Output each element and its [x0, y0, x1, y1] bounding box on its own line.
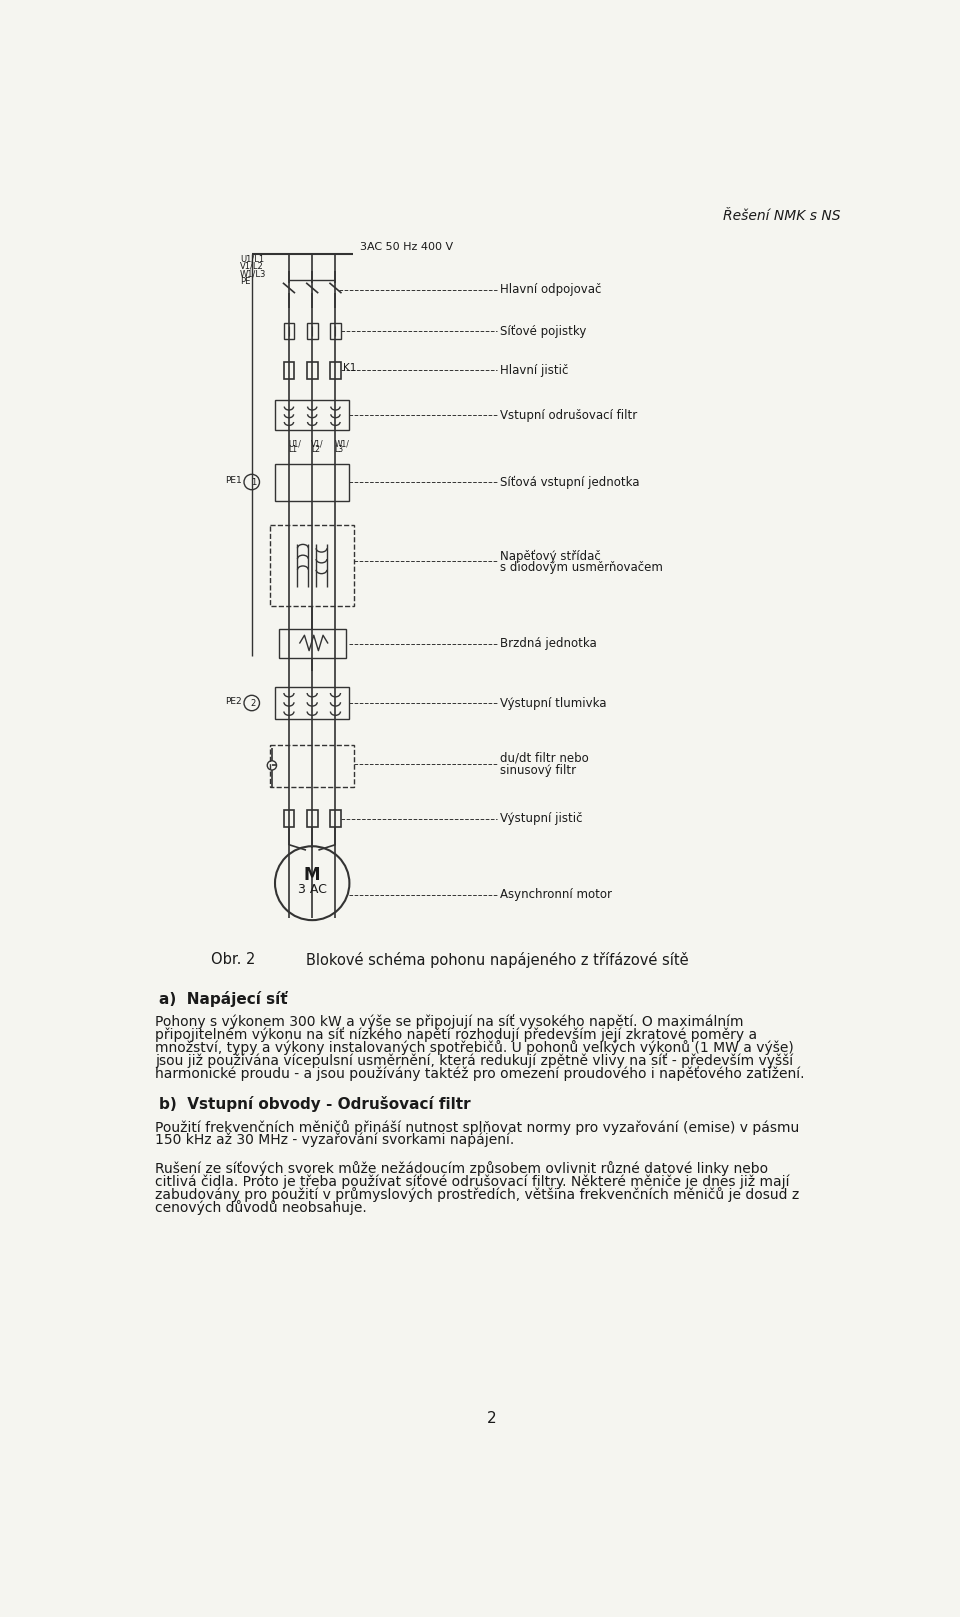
Bar	[278, 629, 346, 658]
Circle shape	[244, 474, 259, 490]
Bar	[307, 362, 318, 378]
Text: PE: PE	[240, 277, 251, 286]
Text: L3: L3	[335, 445, 344, 454]
Text: Blokové schéma pohonu napájeného z třífázové sítě: Blokové schéma pohonu napájeného z třífá…	[306, 952, 688, 969]
Text: sinusový filtr: sinusový filtr	[500, 763, 576, 776]
Bar	[271, 526, 354, 606]
Text: Síťová vstupní jednotka: Síťová vstupní jednotka	[500, 475, 639, 488]
Text: citlivá čidla. Proto je třeba používat síťové odrušovací filtry. Některé měniče : citlivá čidla. Proto je třeba používat s…	[155, 1174, 789, 1188]
Text: W1/: W1/	[335, 440, 349, 448]
Text: Řešení NMK s NS: Řešení NMK s NS	[723, 210, 841, 223]
Text: L2: L2	[311, 445, 321, 454]
Text: M: M	[304, 867, 321, 884]
Text: U1/: U1/	[288, 440, 301, 448]
Bar	[283, 810, 295, 826]
Text: b)  Vstupní obvody - Odrušovací filtr: b) Vstupní obvody - Odrušovací filtr	[158, 1096, 470, 1112]
Bar	[283, 323, 295, 340]
Text: připojitelném výkonu na síť nízkého napětí rozhodují především její zkratové pom: připojitelném výkonu na síť nízkého napě…	[155, 1027, 757, 1041]
Text: 2: 2	[251, 699, 256, 708]
Bar	[275, 401, 349, 430]
Text: PE1: PE1	[225, 475, 242, 485]
Text: Pohony s výkonem 300 kW a výše se připojují na síť vysokého napětí. O maximálním: Pohony s výkonem 300 kW a výše se připoj…	[155, 1014, 743, 1028]
Text: Výstupní tlumivka: Výstupní tlumivka	[500, 697, 607, 710]
Text: Obr. 2: Obr. 2	[211, 952, 255, 967]
Bar	[275, 464, 349, 501]
Text: Hlavní jistič: Hlavní jistič	[500, 364, 568, 377]
Bar	[307, 323, 318, 340]
Text: Asynchronní motor: Asynchronní motor	[500, 888, 612, 901]
Bar	[330, 362, 341, 378]
Text: s diodovým usměrňovačem: s diodovým usměrňovačem	[500, 561, 662, 574]
Bar	[330, 323, 341, 340]
Text: množství, typy a výkony instalovaných spotřebičů. U pohonů velkých výkonů (1 MW : množství, typy a výkony instalovaných sp…	[155, 1040, 794, 1056]
Text: L1: L1	[288, 445, 298, 454]
Text: K1: K1	[344, 364, 356, 374]
Text: harmonické proudu - a jsou používány taktéž pro omezení proudového i napěťového : harmonické proudu - a jsou používány tak…	[155, 1067, 804, 1082]
Text: a)  Napájecí síť: a) Napájecí síť	[158, 991, 287, 1007]
Text: zabudovány pro použití v průmyslových prostředích, většina frekvenčních měničů j: zabudovány pro použití v průmyslových pr…	[155, 1187, 799, 1203]
Text: 3 AC: 3 AC	[298, 883, 326, 896]
Bar	[330, 810, 341, 826]
Text: 150 kHz až 30 MHz - vyzařování svorkami napájení.: 150 kHz až 30 MHz - vyzařování svorkami …	[155, 1132, 515, 1146]
Text: 3AC 50 Hz 400 V: 3AC 50 Hz 400 V	[360, 243, 453, 252]
Text: du/dt filtr nebo: du/dt filtr nebo	[500, 752, 588, 765]
Text: V1/: V1/	[311, 440, 324, 448]
Text: cenových důvodů neobsahuje.: cenových důvodů neobsahuje.	[155, 1200, 367, 1216]
Text: Napěťový střídač: Napěťový střídač	[500, 550, 601, 563]
Circle shape	[275, 846, 349, 920]
Text: V1/L2: V1/L2	[240, 262, 264, 270]
Text: Hlavní odpojovač: Hlavní odpojovač	[500, 283, 601, 296]
Bar	[283, 362, 295, 378]
Text: Použití frekvenčních měničů přináší nutnost splňovat normy pro vyzařování (emise: Použití frekvenčních měničů přináší nutn…	[155, 1119, 799, 1135]
Text: U1/L1: U1/L1	[240, 254, 264, 264]
Text: W1/L3: W1/L3	[240, 270, 267, 278]
Text: Brzdná jednotka: Brzdná jednotka	[500, 637, 596, 650]
Text: Výstupní jistič: Výstupní jistič	[500, 812, 583, 825]
Text: Síťové pojistky: Síťové pojistky	[500, 325, 587, 338]
Circle shape	[244, 695, 259, 711]
Bar	[271, 744, 354, 787]
Text: 1: 1	[251, 477, 256, 487]
Text: 2: 2	[487, 1412, 497, 1426]
Bar	[275, 687, 349, 720]
Text: jsou již používána vícepulsní usměrnění, která redukují zpětně vlivy na síť - př: jsou již používána vícepulsní usměrnění,…	[155, 1053, 793, 1069]
Text: Rušení ze síťových svorek může nežádoucím způsobem ovlivnit různé datové linky n: Rušení ze síťových svorek může nežádoucí…	[155, 1161, 768, 1176]
Text: Vstupní odrušovací filtr: Vstupní odrušovací filtr	[500, 409, 637, 422]
Bar	[307, 810, 318, 826]
Text: PE2: PE2	[225, 697, 242, 707]
